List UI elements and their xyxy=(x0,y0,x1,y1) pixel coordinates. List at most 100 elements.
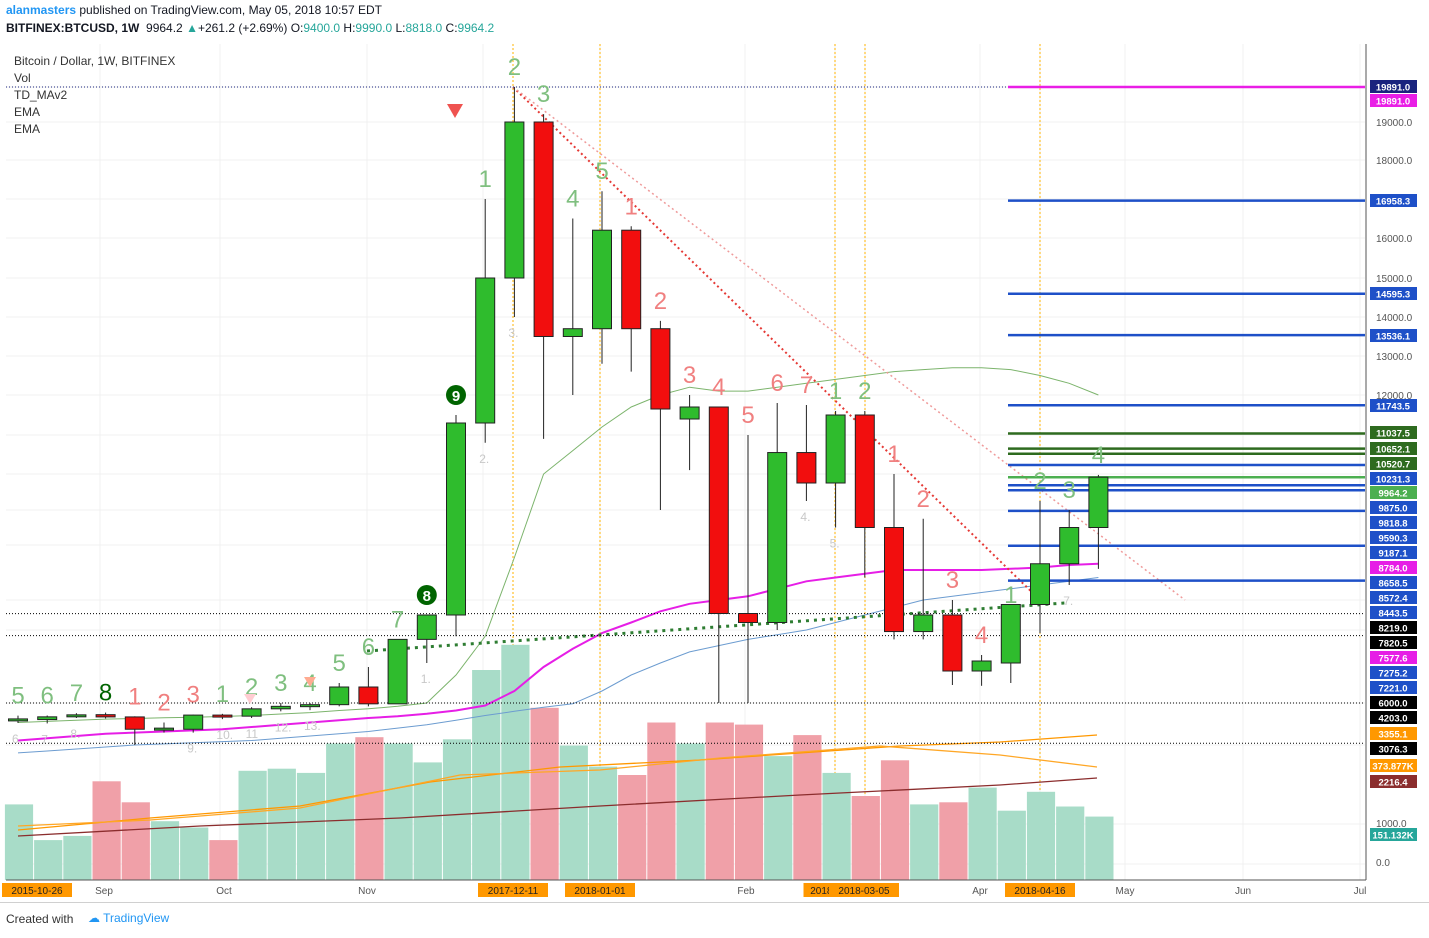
price-label-text: 8572.4 xyxy=(1378,594,1408,605)
candle xyxy=(270,703,291,712)
candle-body xyxy=(241,708,262,717)
price-label-box xyxy=(1370,516,1417,529)
volume-bar xyxy=(501,644,530,880)
volume-bar xyxy=(559,745,588,880)
price-label-box xyxy=(1370,606,1417,619)
td-minor-label: 6. xyxy=(12,732,22,746)
volume-bar xyxy=(793,735,822,880)
candle xyxy=(183,714,204,733)
td-sequential-counts: 56781231234567891234512345671212341234 xyxy=(11,54,1105,717)
price-label-box xyxy=(1370,759,1417,772)
td-minor-label: 13. xyxy=(304,719,321,733)
price-label-box xyxy=(1370,442,1417,455)
candle xyxy=(621,226,642,372)
legend-item-ema[interactable]: EMA xyxy=(14,105,41,119)
td-count-label: 3 xyxy=(1063,477,1076,504)
time-axis-tick: 2018-01-01 xyxy=(574,886,626,897)
candle xyxy=(504,87,525,317)
sell-signal-triangle-faded xyxy=(304,677,316,687)
price-label-text: 11037.5 xyxy=(1376,429,1411,440)
td-count-label: 1 xyxy=(128,683,141,710)
legend-item-td-ma[interactable]: TD_MAv2 xyxy=(14,88,68,102)
candle-body xyxy=(825,414,846,484)
td-count-label: 4 xyxy=(566,186,579,213)
volume-bar xyxy=(939,802,968,880)
open-label: O: xyxy=(290,21,304,35)
close-value: 9964.2 xyxy=(457,21,495,35)
price-label-box xyxy=(1370,561,1417,574)
grid-lines xyxy=(6,44,1365,880)
price-label-text: 8443.5 xyxy=(1378,609,1408,620)
candle xyxy=(971,655,992,686)
price-label-text: 8784.0 xyxy=(1378,564,1407,575)
price-chart[interactable]: 567812312345678912345123456712123412346.… xyxy=(0,40,1429,902)
td-count-label: 2 xyxy=(1033,468,1046,495)
price-label-box xyxy=(1370,651,1417,664)
candle xyxy=(1030,501,1050,634)
candle-body xyxy=(1088,476,1109,528)
price-label-text: 7275.2 xyxy=(1378,669,1407,680)
candle xyxy=(8,715,28,723)
td-count-label: 3 xyxy=(274,670,287,697)
candle-body xyxy=(387,638,408,705)
price-label-text: 4203.0 xyxy=(1378,714,1407,725)
volume-bar xyxy=(442,739,472,880)
td-minor-label: 9. xyxy=(187,742,197,756)
td-count-label: 4 xyxy=(975,622,988,649)
tradingview-brand: TradingView xyxy=(103,911,170,925)
candle-body xyxy=(884,527,904,633)
candle xyxy=(884,474,904,640)
volume-bar xyxy=(647,722,676,880)
volume-bar xyxy=(705,722,734,880)
volume-bar xyxy=(63,835,92,880)
price-label-box xyxy=(1370,636,1417,649)
candle-body xyxy=(212,714,233,718)
footer: Created with ☁ TradingView xyxy=(0,902,1429,938)
price-label-text: 151.132K xyxy=(1372,831,1413,842)
candle-body xyxy=(66,714,87,718)
legend-item-vol[interactable]: Vol xyxy=(14,71,31,85)
candle-body xyxy=(796,452,817,484)
candle-body xyxy=(8,718,28,722)
volume-bar xyxy=(150,821,180,880)
td-minor-label: 7. xyxy=(1063,594,1073,608)
legend-item-ema-2[interactable]: EMA xyxy=(14,122,41,136)
td-count-label: 2 xyxy=(157,690,170,717)
price-label-text: 8219.0 xyxy=(1378,624,1407,635)
volume-bar xyxy=(326,743,355,880)
time-label-box xyxy=(2,883,72,897)
chart-legend: Bitcoin / Dollar, 1W, BITFINEX Vol TD_MA… xyxy=(14,53,175,138)
td-count-label: 3 xyxy=(683,362,696,389)
time-axis-tick: Feb xyxy=(737,886,755,897)
candles xyxy=(8,87,1109,745)
candle-body xyxy=(358,686,379,705)
candle-body xyxy=(971,660,992,672)
price-label-text: 16958.3 xyxy=(1376,197,1410,208)
time-label-box xyxy=(478,883,548,897)
price-level-lines xyxy=(6,85,1365,744)
volume-bar xyxy=(880,760,910,880)
tradingview-logo[interactable]: ☁ TradingView xyxy=(88,911,169,925)
volume-bar xyxy=(34,840,63,880)
price-axis-tick: 18000.0 xyxy=(1376,156,1413,167)
price-label-box xyxy=(1370,457,1417,470)
candle-body xyxy=(650,328,671,410)
volume-bar xyxy=(296,772,326,880)
volume-bar xyxy=(1085,816,1114,880)
created-with-text: Created with xyxy=(6,912,74,926)
price-label-text: 9818.8 xyxy=(1378,519,1407,530)
price-label-box xyxy=(1370,94,1417,107)
price-axis: 19000.018000.017000.016000.015000.014000… xyxy=(1365,40,1429,880)
price-label-box xyxy=(1370,742,1417,755)
time-axis-tick: Apr xyxy=(972,886,988,897)
author-link[interactable]: alanmasters xyxy=(6,3,77,17)
high-label: H: xyxy=(343,21,356,35)
candle xyxy=(650,320,671,510)
ema-slow-line xyxy=(17,577,1099,754)
symbol-info: BITFINEX:BTCUSD, 1W 9964.2 ▲+261.2 (+2.6… xyxy=(6,21,494,35)
candle xyxy=(358,667,379,707)
candle-body xyxy=(329,686,350,706)
time-axis-tick: Sep xyxy=(95,886,113,897)
td-count-circle xyxy=(446,385,466,405)
symbol[interactable]: BITFINEX:BTCUSD, 1W xyxy=(6,21,140,35)
